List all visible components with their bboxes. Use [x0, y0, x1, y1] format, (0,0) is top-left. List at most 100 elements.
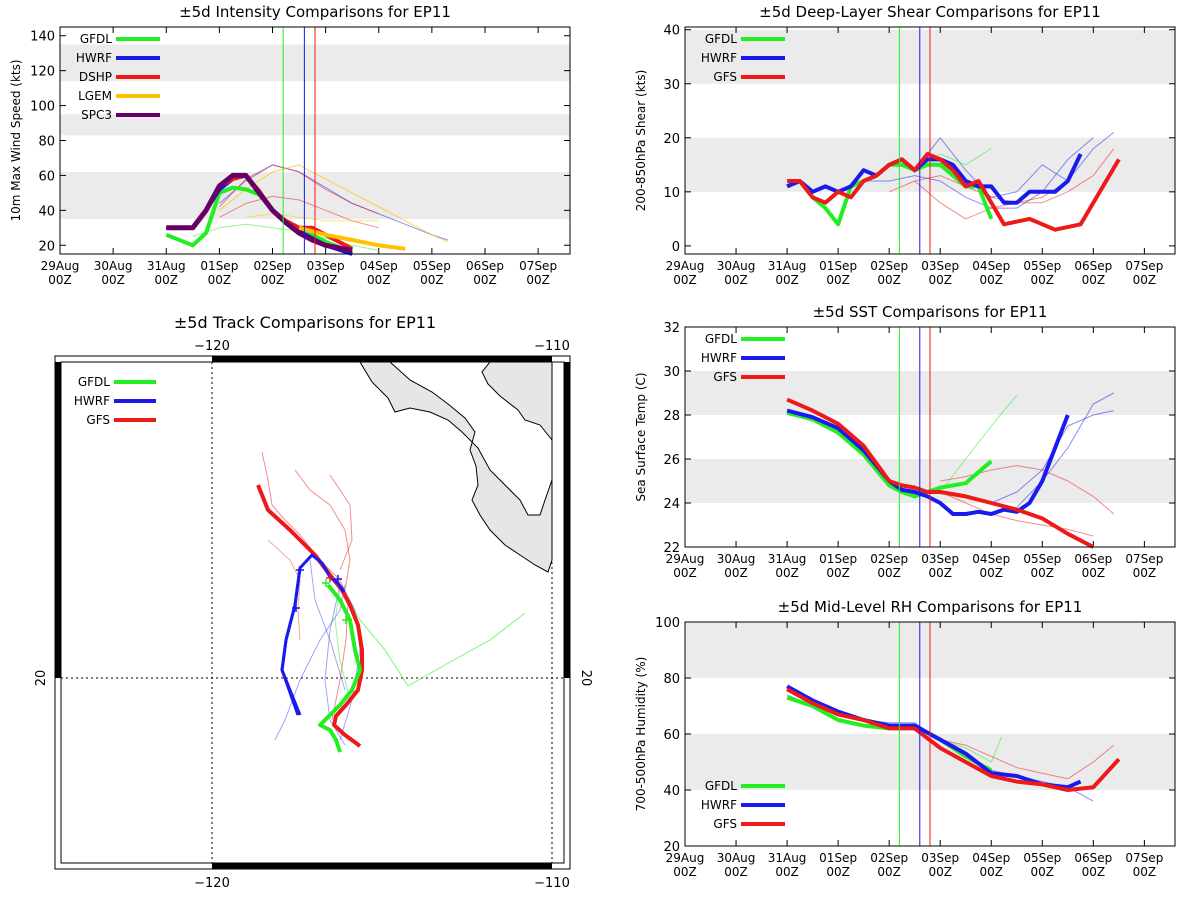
track-marker-gfs-1 — [326, 574, 334, 582]
track-hwrf-overlay — [280, 567, 302, 716]
chart-intensity-ytick-label-120: 120 — [30, 65, 55, 80]
chart-sst-xtick-label-hour-1: 00Z — [724, 566, 748, 580]
chart-shear-xtick-label-hour-1: 00Z — [724, 273, 748, 287]
chart-shear-xtick-label-day-3: 01Sep — [819, 259, 857, 273]
chart-sst-xtick-label-day-8: 06Sep — [1074, 552, 1112, 566]
chart-shear-ytick-label-20: 20 — [663, 132, 680, 147]
chart-intensity-series-spc3-4 — [166, 172, 353, 253]
chart-sst-xtick-label-day-9: 07Sep — [1125, 552, 1163, 566]
chart-shear-ylabel: 200-850hPa Shear (kts) — [634, 70, 648, 212]
chart-rh-xtick-label-day-0: 29Aug — [666, 851, 705, 865]
track-marker-hwrf-1 — [292, 604, 300, 612]
chart-sst-ytick-label-24: 24 — [663, 497, 680, 512]
chart-sst-xtick-label-hour-4: 00Z — [877, 566, 901, 580]
track-map-title: ±5d Track Comparisons for EP11 — [174, 313, 436, 332]
chart-intensity-xtick-label-hour-6: 00Z — [367, 273, 391, 287]
chart-sst-xtick-label-hour-3: 00Z — [826, 566, 850, 580]
map-legend-gfdl-label: GFDL — [78, 375, 110, 389]
chart-intensity-xtick-label-hour-5: 00Z — [314, 273, 338, 287]
chart-rh-xtick-label-day-6: 04Sep — [972, 851, 1010, 865]
map-legend-gfs-label: GFS — [86, 413, 110, 427]
chart-rh-xtick-label-hour-6: 00Z — [980, 865, 1004, 879]
map-lat-left-20: 20 — [34, 670, 49, 687]
chart-intensity-xtick-label-hour-8: 00Z — [473, 273, 497, 287]
track-thin-gfs-1 — [261, 451, 349, 721]
chart-shear-xtick-label-day-0: 29Aug — [666, 259, 705, 273]
chart-rh-xtick-label-day-5: 03Sep — [921, 851, 959, 865]
chart-intensity-series-lgem-10 — [245, 213, 379, 222]
chart-sst-ylabel: Sea Surface Temp (C) — [634, 372, 648, 501]
chart-intensity-xtick-label-hour-0: 00Z — [48, 273, 72, 287]
chart-sst-xtick-label-hour-5: 00Z — [928, 566, 952, 580]
chart-sst-xtick-label-day-6: 04Sep — [972, 552, 1010, 566]
chart-intensity-legend-label-spc3: SPC3 — [81, 108, 112, 122]
chart-intensity-legend-label-hwrf: HWRF — [76, 51, 112, 65]
chart-shear-legend-label-gfdl: GFDL — [705, 32, 737, 46]
chart-shear-series-hwrf-6 — [863, 137, 1094, 209]
chart-rh-xtick-label-day-4: 02Sep — [870, 851, 908, 865]
chart-shear: ±5d Deep-Layer Shear Comparisons for EP1… — [634, 3, 1176, 287]
chart-shear-xtick-label-hour-4: 00Z — [877, 273, 901, 287]
track-thin-gfdl-2 — [334, 589, 351, 701]
chart-shear-xtick-label-day-7: 05Sep — [1023, 259, 1061, 273]
track-map: ±5d Track Comparisons for EP11 −120 −110… — [34, 313, 593, 891]
chart-intensity-xtick-label-day-2: 31Aug — [147, 259, 186, 273]
chart-rh-ylabel: 700-500hPa Humidity (%) — [634, 657, 648, 812]
chart-rh-xtick-label-day-2: 31Aug — [768, 851, 807, 865]
chart-shear-title: ±5d Deep-Layer Shear Comparisons for EP1… — [759, 3, 1101, 21]
chart-sst-xtick-label-day-4: 02Sep — [870, 552, 908, 566]
chart-intensity-xtick-label-hour-3: 00Z — [208, 273, 232, 287]
chart-intensity-xtick-label-hour-7: 00Z — [420, 273, 444, 287]
map-border-left — [55, 362, 61, 678]
chart-intensity-legend-label-lgem: LGEM — [78, 89, 112, 103]
chart-rh-xtick-label-day-7: 05Sep — [1023, 851, 1061, 865]
track-gfdl — [318, 583, 362, 753]
chart-rh-xtick-label-day-1: 30Aug — [717, 851, 756, 865]
chart-rh-ytick-label-40: 40 — [663, 784, 680, 799]
chart-intensity-xtick-label-day-5: 03Sep — [307, 259, 345, 273]
chart-sst-ytick-label-30: 30 — [663, 365, 680, 380]
chart-intensity-series-gfdl-8 — [192, 223, 379, 251]
chart-intensity-ylabel: 10m Max Wind Speed (kts) — [9, 59, 23, 221]
chart-shear-xtick-label-hour-9: 00Z — [1133, 273, 1157, 287]
chart-rh: ±5d Mid-Level RH Comparisons for EP11 700… — [634, 598, 1176, 879]
chart-rh-ytick-label-20: 20 — [663, 840, 680, 855]
chart-rh-ytick-label-60: 60 — [663, 728, 680, 743]
chart-intensity-xtick-label-day-6: 04Sep — [360, 259, 398, 273]
chart-rh-xtick-label-hour-4: 00Z — [877, 865, 901, 879]
chart-shear-ytick-label-10: 10 — [663, 186, 680, 201]
chart-sst-series-hwrf-1 — [786, 408, 1070, 516]
chart-sst-xtick-label-day-0: 29Aug — [666, 552, 705, 566]
chart-sst-xtick-label-day-5: 03Sep — [921, 552, 959, 566]
chart-rh-xtick-label-hour-1: 00Z — [724, 865, 748, 879]
map-legend-hwrf-label: HWRF — [74, 394, 110, 408]
chart-sst-xtick-label-day-2: 31Aug — [768, 552, 807, 566]
chart-rh-series-gfs-5 — [940, 739, 1115, 780]
chart-intensity-xtick-label-day-0: 29Aug — [41, 259, 80, 273]
chart-rh-xtick-label-hour-0: 00Z — [673, 865, 697, 879]
chart-rh-legend-label-gfdl: GFDL — [705, 779, 737, 793]
chart-sst-title: ±5d SST Comparisons for EP11 — [813, 303, 1048, 321]
chart-intensity-series-hwrf-5 — [219, 164, 448, 241]
chart-sst-ytick-label-22: 22 — [663, 541, 680, 556]
chart-shear-xtick-label-day-5: 03Sep — [921, 259, 959, 273]
chart-sst-series-gfs-2 — [786, 397, 1095, 549]
track-thin-gfs-3 — [329, 474, 353, 571]
chart-intensity-ytick-label-40: 40 — [38, 204, 55, 219]
chart-rh-xtick-label-hour-2: 00Z — [775, 865, 799, 879]
chart-intensity-legend-label-gfdl: GFDL — [80, 32, 112, 46]
chart-sst-ytick-label-32: 32 — [663, 321, 680, 336]
chart-sst-xtick-label-hour-2: 00Z — [775, 566, 799, 580]
chart-shear-ytick-label-40: 40 — [663, 24, 680, 39]
track-marker-hwrf-3 — [334, 575, 342, 583]
chart-intensity-ytick-label-80: 80 — [38, 135, 55, 150]
chart-sst-legend-label-hwrf: HWRF — [701, 351, 737, 365]
chart-rh-series-gfdl-4 — [940, 736, 1002, 763]
chart-rh-series-gfs-2 — [786, 687, 1121, 792]
chart-intensity-title: ±5d Intensity Comparisons for EP11 — [179, 3, 451, 21]
chart-sst-xtick-label-hour-7: 00Z — [1031, 566, 1055, 580]
map-lat-right-20: 20 — [578, 670, 593, 687]
chart-intensity-legend-label-dshp: DSHP — [79, 70, 112, 84]
chart-rh-xtick-label-hour-3: 00Z — [826, 865, 850, 879]
chart-shear-legend-label-gfs: GFS — [713, 70, 737, 84]
